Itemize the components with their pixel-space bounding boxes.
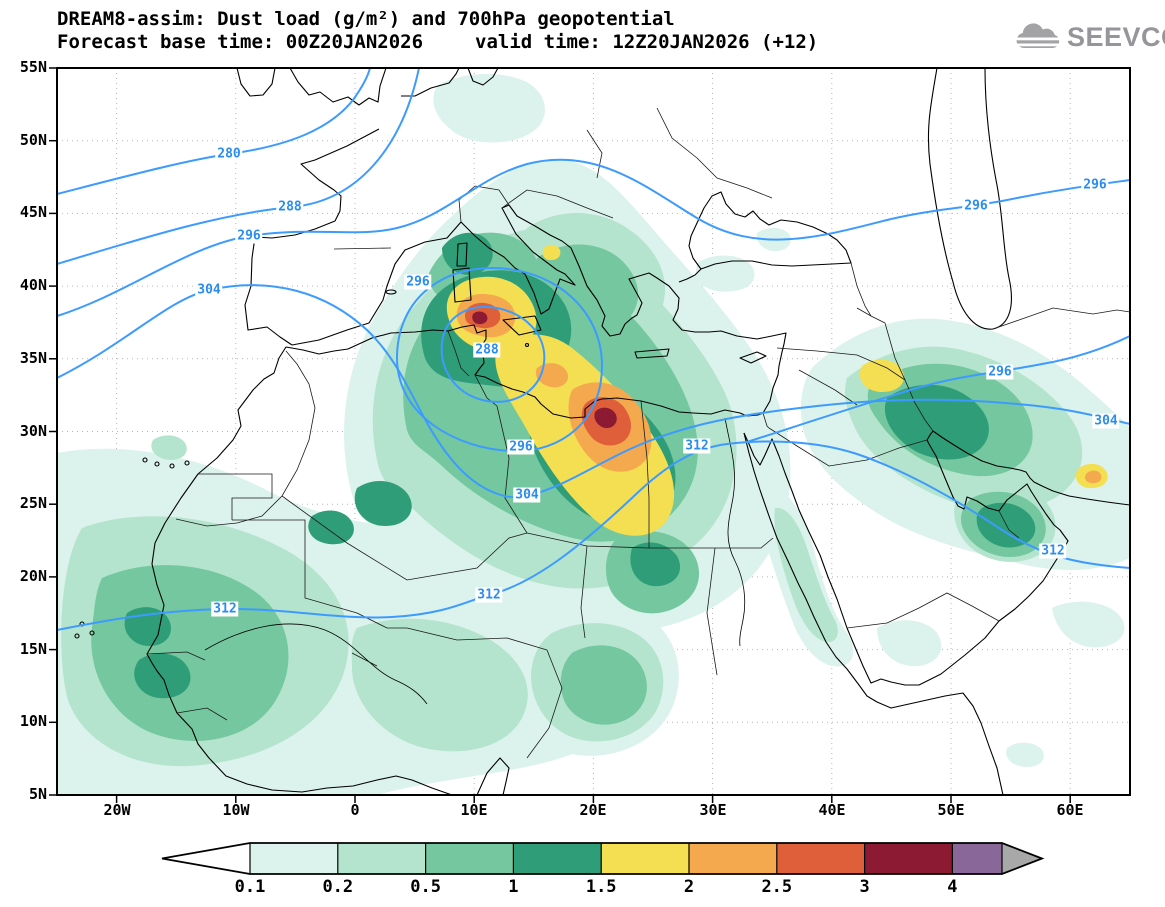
country-borders [146, 107, 1130, 759]
page-title: DREAM8-assim: Dust load (g/m²) and 700hP… [57, 8, 675, 30]
lon-tick-label: 60E [1056, 801, 1084, 819]
lat-tick-label: 5N [28, 785, 47, 803]
lon-tick-label: 0 [350, 801, 360, 819]
logo-text: SEEVCCC [1067, 21, 1165, 52]
colorbar-dividers [249, 843, 1003, 874]
colorbar-segment [601, 843, 689, 874]
colorbar-segment [250, 843, 338, 874]
plot-frame [49, 67, 1131, 803]
lat-tick-label: 20N [19, 567, 47, 585]
map-area [57, 68, 1130, 795]
contour-label: 296 [1081, 177, 1109, 193]
colorbar-tick-label: 2 [683, 877, 695, 897]
contour-label: 288 [276, 199, 304, 215]
lon-tick-label: 10W [222, 801, 250, 819]
colorbar-segment [337, 843, 426, 874]
forecast-base-time: Forecast base time: 00Z20JAN2026 [57, 31, 424, 53]
lon-tick-label: 50E [937, 801, 965, 819]
colorbar-segment [776, 843, 865, 874]
colorbar-segment [425, 843, 514, 874]
lat-tick-label: 10N [19, 712, 47, 730]
lat-tick-label: 55N [19, 58, 47, 76]
colorbar-tick-label: 0.5 [410, 877, 441, 897]
colorbar-tick-label: 1.5 [585, 877, 617, 897]
colorbar-segment [689, 843, 777, 874]
rivers [204, 417, 746, 705]
lat-tick-label: 30N [19, 422, 47, 440]
lon-tick-label: 20W [103, 801, 131, 819]
contour-label: 296 [404, 274, 432, 290]
colorbar-segment [513, 843, 602, 874]
contour-label: 304 [195, 282, 223, 298]
lon-tick-label: 20E [579, 801, 607, 819]
colorbar-tick-label: 1 [508, 877, 519, 897]
colorbar-tick-label: 0.2 [322, 877, 354, 897]
colorbar-over-arrow [1002, 843, 1042, 874]
colorbar-tick-label: 3 [859, 877, 870, 897]
contour-label: 288 [473, 342, 501, 358]
lat-tick-label: 40N [19, 276, 47, 294]
contour-label: 312 [211, 601, 239, 617]
contour-label: 304 [1092, 413, 1120, 429]
seevccc-logo: SEEVCCC [1014, 20, 1165, 54]
contour-label: 304 [513, 487, 541, 503]
colorbar-tick-label: 0.1 [234, 877, 266, 897]
contour-label: 312 [683, 438, 711, 454]
colorbar-tick-label: 4 [947, 877, 958, 897]
cloud-icon [1014, 23, 1062, 48]
contour-label: 296 [962, 198, 990, 214]
colorbar-segment [952, 843, 1002, 874]
valid-time: valid time: 12Z20JAN2026 (+12) [475, 31, 819, 53]
coastlines [74, 68, 1130, 795]
lon-tick-label: 40E [818, 801, 846, 819]
contour-label: 296 [986, 364, 1014, 380]
contour-label: 312 [475, 587, 503, 603]
colorbar-segment [864, 843, 953, 874]
colorbar [161, 842, 1045, 875]
forecast-time-line: Forecast base time: 00Z20JAN2026 valid t… [57, 31, 818, 53]
lat-tick-label: 45N [19, 203, 47, 221]
colorbar-under-arrow [162, 843, 250, 874]
contour-label: 296 [507, 439, 535, 455]
contour-label: 296 [235, 228, 263, 244]
colorbar-outline [161, 842, 1045, 875]
colorbar-tick-label: 2.5 [761, 877, 793, 897]
contour-label: 280 [215, 146, 243, 162]
contour-label: 312 [1039, 543, 1067, 559]
lat-tick-label: 15N [19, 640, 47, 658]
lon-tick-label: 30E [699, 801, 727, 819]
axis-ticks [49, 67, 1071, 803]
lon-tick-label: 10E [460, 801, 488, 819]
lat-tick-label: 25N [19, 494, 47, 512]
colorbar-segments [250, 843, 1002, 874]
lat-tick-label: 35N [19, 349, 47, 367]
lat-tick-label: 50N [19, 131, 47, 149]
